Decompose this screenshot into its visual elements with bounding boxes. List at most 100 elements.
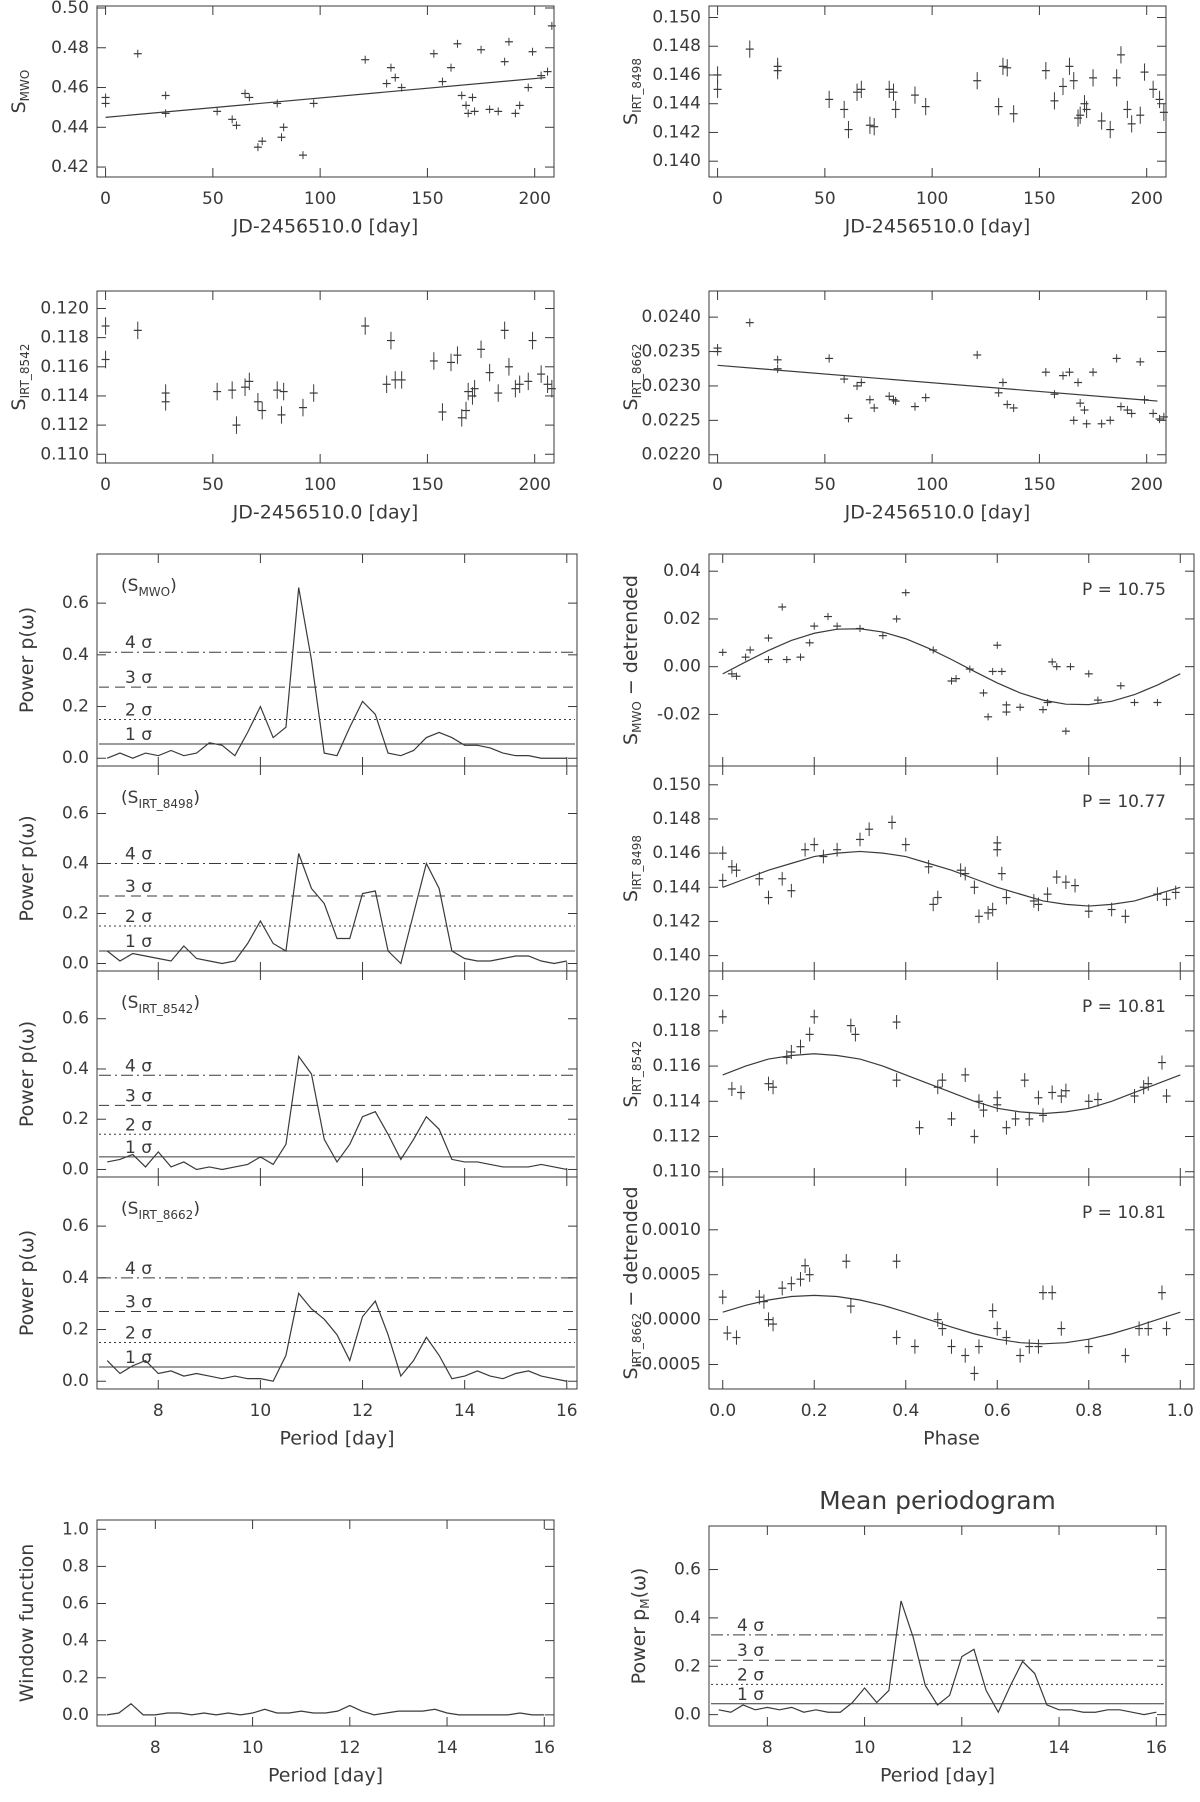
y-tick-label: 0.120: [652, 986, 701, 1006]
plot-frame: [708, 1176, 1195, 1390]
y-tick-label: 0.114: [40, 386, 89, 406]
y-axis-label-main: S: [620, 398, 642, 410]
y-tick-label: 0.02: [663, 609, 701, 629]
x-axis-label: Period [day]: [268, 1765, 383, 1787]
x-tick-label: 14: [436, 1738, 458, 1758]
period-label: P = 10.75: [1082, 580, 1166, 600]
y-axis-label-sub: IRT_8498: [630, 835, 644, 890]
y-tick-label: 0.2: [62, 904, 89, 924]
fit-line: [722, 1053, 1181, 1115]
y-tick-label: 0.46: [51, 78, 89, 98]
x-tick-label: 8: [762, 1738, 773, 1758]
series-annotation-main: (S: [121, 576, 138, 596]
x-tick-label: 0.0: [709, 1401, 736, 1421]
y-axis-label-main: S: [620, 890, 642, 902]
y-axis-label-main: Power p(ω): [16, 815, 38, 921]
y-tick-label: 0.8: [62, 1556, 89, 1576]
y-tick-label: 0.0010: [642, 1220, 701, 1240]
y-tick-label: 0.0220: [642, 445, 701, 465]
series-annotation-rest: ): [193, 788, 200, 808]
period-label: P = 10.81: [1082, 997, 1166, 1017]
y-tick-label: 0.118: [652, 1021, 701, 1041]
fit-line: [722, 850, 1181, 907]
y-tick-label: 0.6: [62, 1009, 89, 1029]
x-tick-label: 150: [1023, 475, 1055, 495]
x-tick-label: 0: [712, 475, 723, 495]
series-annotation-sub: IRT_8662: [138, 1208, 193, 1222]
x-axis-label: Phase: [923, 1428, 980, 1450]
y-tick-label: 0.144: [652, 877, 701, 897]
y-tick-label: 0.0240: [642, 307, 701, 327]
significance-label: 3 σ: [125, 877, 152, 897]
plot-frame: [96, 5, 555, 178]
y-tick-label: 0.4: [62, 854, 89, 874]
series-annotation-sub: MWO: [138, 585, 170, 599]
significance-label: 2 σ: [125, 1115, 152, 1135]
y-tick-label: 0.150: [652, 7, 701, 27]
power-curve: [106, 853, 567, 965]
y-tick-label: 0.42: [51, 157, 89, 177]
series-annotation-rest: ): [170, 576, 177, 596]
y-axis-label: Power pM(ω): [628, 1568, 652, 1685]
y-tick-label: 0.140: [652, 946, 701, 966]
y-axis-label: SMWO: [8, 70, 32, 114]
y-tick-label: 0.112: [40, 415, 89, 435]
plot-frame: [708, 290, 1167, 464]
y-tick-label: 0.120: [40, 298, 89, 318]
y-axis-label-main: S: [620, 733, 642, 745]
y-axis-label-sub: IRT_8542: [630, 1041, 644, 1096]
x-tick-label: 1.0: [1167, 1401, 1194, 1421]
y-axis-label-main: S: [8, 101, 30, 113]
y-tick-label: 0.6: [62, 1594, 89, 1614]
significance-label: 4 σ: [125, 845, 152, 865]
y-tick-label: 0.0230: [642, 376, 701, 396]
x-tick-label: 0.6: [984, 1401, 1011, 1421]
y-tick-label: 0.4: [62, 1059, 89, 1079]
fit-line: [105, 76, 546, 118]
significance-label: 4 σ: [125, 1259, 152, 1279]
x-tick-label: 16: [533, 1738, 555, 1758]
x-tick-label: 12: [352, 1401, 374, 1421]
power-curve: [106, 1291, 567, 1382]
y-axis-label-main: S: [620, 1095, 642, 1107]
plot-frame: [96, 290, 555, 464]
plot-frame: [96, 1519, 555, 1727]
y-tick-label: 1.0: [62, 1519, 89, 1539]
x-tick-label: 100: [916, 475, 948, 495]
y-axis-label-main: Power p(ω): [16, 1230, 38, 1336]
fit-line: [722, 628, 1181, 706]
y-tick-label: 0.48: [51, 38, 89, 58]
y-tick-label: 0.0: [62, 1705, 89, 1725]
y-tick-label: 0.2: [674, 1656, 701, 1676]
x-tick-label: 8: [150, 1738, 161, 1758]
x-axis-label: Period [day]: [279, 1428, 394, 1450]
y-axis-label-rest: − detrended: [620, 575, 642, 701]
y-axis-label-main: S: [8, 398, 30, 410]
plot-title: Mean periodogram: [819, 1486, 1056, 1515]
series-annotation: (SIRT_8662): [121, 1199, 200, 1222]
y-axis-label-sub: IRT_8662: [630, 344, 644, 399]
y-tick-label: 0.114: [652, 1091, 701, 1111]
y-axis-label: SIRT_8542: [8, 344, 32, 411]
x-axis-label: JD-2456510.0 [day]: [232, 216, 419, 238]
y-tick-label: -0.02: [657, 704, 701, 724]
series-annotation-rest: ): [193, 1199, 200, 1219]
y-axis-label: Power p(ω): [16, 1021, 38, 1127]
period-label: P = 10.77: [1082, 792, 1166, 812]
x-axis-label: Period [day]: [880, 1765, 995, 1787]
x-tick-label: 0.2: [801, 1401, 828, 1421]
x-tick-label: 14: [454, 1401, 476, 1421]
series-annotation: (SIRT_8498): [121, 788, 200, 811]
y-tick-label: 0.110: [652, 1162, 701, 1182]
y-axis-label-main: Power p(ω): [16, 1021, 38, 1127]
y-axis-label: SIRT_8662 − detrended: [620, 1186, 644, 1379]
series-annotation-sub: IRT_8498: [138, 797, 193, 811]
y-tick-label: 0.112: [652, 1127, 701, 1147]
y-tick-label: 0.148: [652, 36, 701, 56]
significance-label: 4 σ: [737, 1616, 764, 1636]
x-tick-label: 0.4: [892, 1401, 919, 1421]
y-tick-label: 0.146: [652, 843, 701, 863]
x-tick-label: 150: [411, 189, 443, 209]
x-tick-label: 200: [518, 475, 550, 495]
